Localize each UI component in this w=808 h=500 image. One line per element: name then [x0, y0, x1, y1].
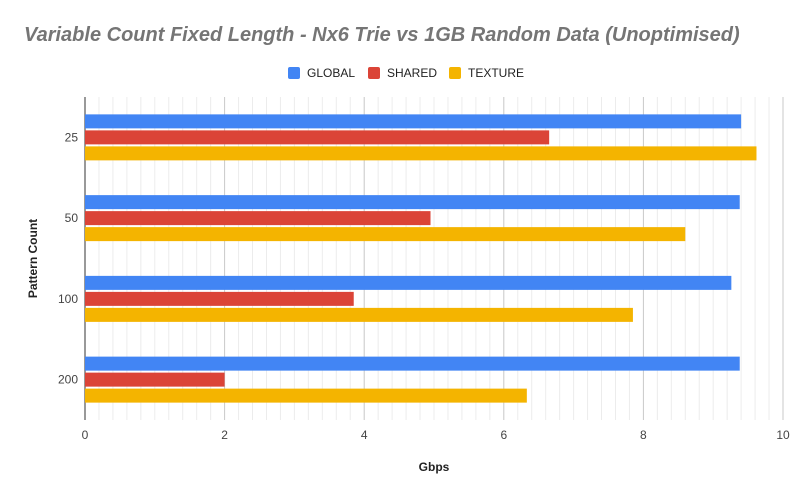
x-axis-title: Gbps — [419, 460, 450, 474]
bar-shared-50 — [85, 211, 431, 226]
legend-label-texture: TEXTURE — [468, 66, 524, 80]
y-tick-label: 25 — [65, 130, 79, 144]
x-tick-label: 4 — [361, 428, 368, 442]
legend-label-shared: SHARED — [387, 66, 437, 80]
y-tick-label: 50 — [65, 211, 79, 225]
bar-shared-200 — [85, 372, 225, 387]
x-tick-label: 8 — [640, 428, 647, 442]
y-tick-label: 100 — [58, 292, 78, 306]
bar-texture-200 — [85, 388, 527, 403]
x-tick-label: 2 — [221, 428, 228, 442]
legend-swatch-shared — [368, 67, 380, 79]
bar-texture-50 — [85, 227, 686, 242]
chart-title: Variable Count Fixed Length - Nx6 Trie v… — [24, 24, 740, 46]
bar-global-25 — [85, 114, 742, 129]
bar-shared-100 — [85, 291, 354, 306]
bar-global-200 — [85, 356, 740, 371]
bar-global-100 — [85, 275, 732, 290]
legend-swatch-texture — [449, 67, 461, 79]
bar-texture-25 — [85, 146, 757, 161]
bar-shared-25 — [85, 130, 550, 145]
legend-swatch-global — [288, 67, 300, 79]
bar-global-50 — [85, 195, 740, 210]
x-tick-label: 0 — [82, 428, 89, 442]
y-tick-label: 200 — [58, 373, 78, 387]
x-tick-label: 6 — [500, 428, 507, 442]
bar-texture-100 — [85, 307, 633, 322]
legend-label-global: GLOBAL — [307, 66, 355, 80]
x-tick-label: 10 — [776, 428, 790, 442]
y-axis-title: Pattern Count — [26, 219, 40, 298]
